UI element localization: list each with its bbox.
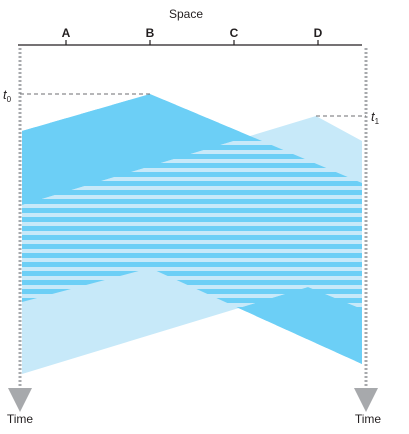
collision-stripe — [22, 172, 362, 177]
space-axis-label: Space — [169, 7, 203, 21]
collision-stripe — [22, 199, 362, 204]
collision-stripe — [22, 127, 362, 132]
collision-stripe — [22, 361, 362, 364]
t0-label: t0 — [3, 87, 12, 104]
collision-stripe — [20, 379, 365, 384]
collision-stripe — [22, 253, 362, 258]
node-tick-b: B — [146, 26, 155, 45]
collision-stripe — [22, 208, 362, 213]
node-label-a: A — [62, 26, 71, 40]
collision-stripe — [22, 280, 362, 285]
collision-stripe — [22, 154, 362, 159]
node-tick-d: D — [314, 26, 323, 45]
node-tick-c: C — [230, 26, 239, 45]
collision-stripe — [22, 244, 362, 249]
node-label-b: B — [146, 26, 155, 40]
collision-stripe — [22, 163, 362, 168]
node-label-d: D — [314, 26, 323, 40]
collision-stripe — [22, 181, 362, 186]
time-label-left: Time — [7, 412, 34, 426]
collision-stripe — [22, 190, 362, 195]
collision-stripe — [22, 118, 362, 123]
collision-stripe — [22, 100, 362, 105]
collision-stripe — [22, 136, 362, 141]
collision-stripe — [22, 235, 362, 240]
t1-label: t1 — [371, 109, 380, 126]
node-label-c: C — [230, 26, 239, 40]
collision-stripe — [22, 217, 362, 222]
collision-stripe — [22, 109, 362, 114]
node-tick-a: A — [62, 26, 71, 45]
time-label-right: Time — [355, 412, 382, 426]
collision-stripe — [22, 271, 362, 276]
collision-stripe — [22, 226, 362, 231]
collision-stripe — [22, 262, 362, 267]
collision-stripe — [22, 145, 362, 150]
collision-stripe — [20, 370, 365, 375]
